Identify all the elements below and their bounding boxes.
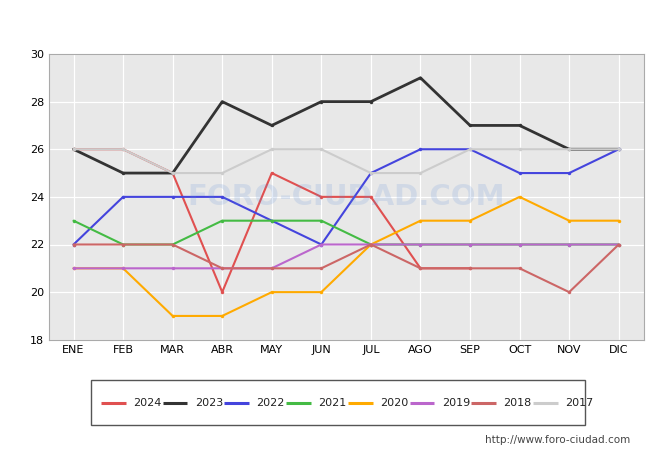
Text: Afiliados en Aldea de San Miguel a 30/9/2024: Afiliados en Aldea de San Miguel a 30/9/… (151, 16, 499, 31)
Text: 2022: 2022 (257, 398, 285, 408)
Text: 2018: 2018 (504, 398, 532, 408)
Text: 2017: 2017 (566, 398, 593, 408)
Text: FORO-CIUDAD.COM: FORO-CIUDAD.COM (187, 183, 505, 211)
Text: http://www.foro-ciudad.com: http://www.foro-ciudad.com (486, 435, 630, 445)
Text: 2024: 2024 (133, 398, 161, 408)
Text: 2020: 2020 (380, 398, 408, 408)
Text: 2023: 2023 (195, 398, 223, 408)
Text: 2021: 2021 (318, 398, 346, 408)
Text: 2019: 2019 (442, 398, 470, 408)
